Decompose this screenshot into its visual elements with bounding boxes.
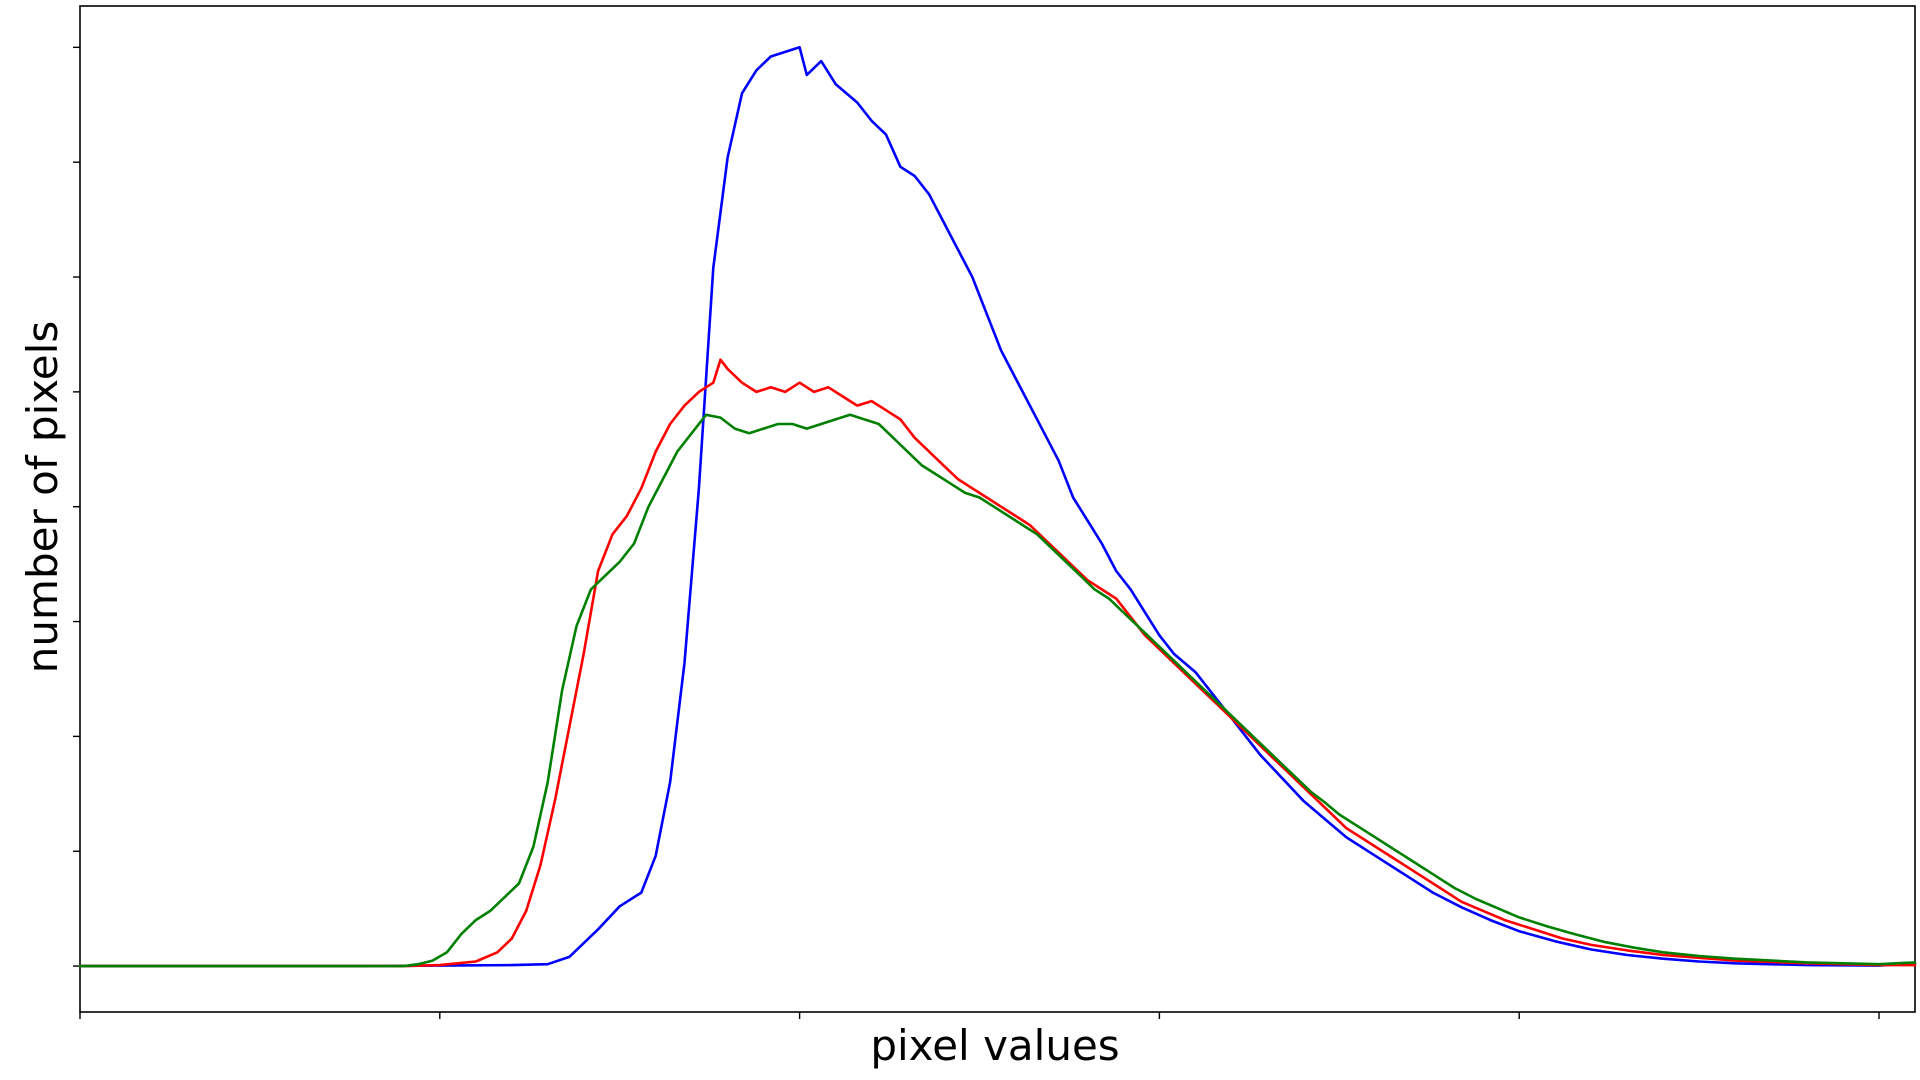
series-line-0 [78,45,1917,968]
series-line-2 [78,413,1917,968]
series-line-1 [78,358,1917,968]
y-axis-label: number of pixels [18,321,67,673]
x-axis-ticks [79,1012,1880,1019]
plot-area-frame [79,5,1916,1013]
y-axis-ticks [73,46,80,967]
x-axis-label: pixel values [870,1021,1119,1070]
series-layer [78,45,1917,968]
